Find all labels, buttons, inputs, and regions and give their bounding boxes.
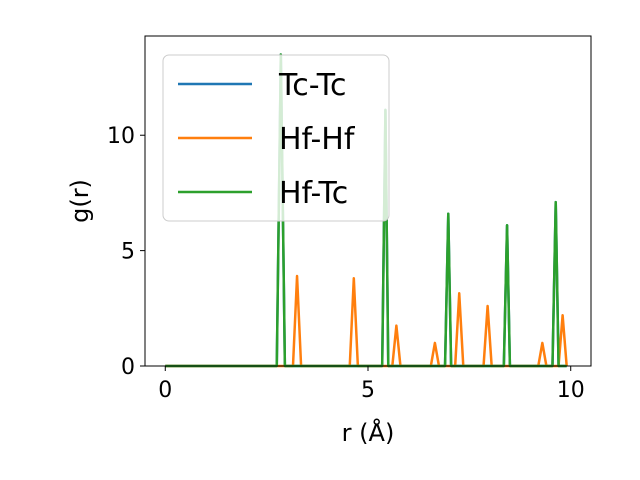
legend-label-2: Hf-Tc [279, 176, 348, 211]
series-line-2 [165, 53, 567, 368]
y-tick-label-2: 10 [107, 124, 135, 149]
legend-box [162, 54, 390, 222]
y-axis-ticks: 0 5 10 [107, 124, 145, 380]
y-tick-label-1: 5 [121, 240, 135, 265]
x-axis-ticks: 0 5 10 [158, 366, 585, 403]
y-tick-label-0: 0 [121, 355, 135, 380]
x-tick-label-1: 5 [361, 378, 375, 403]
legend-label-0: Tc-Tc [278, 68, 347, 103]
legend-label-1: Hf-Hf [279, 122, 356, 157]
x-axis-label: r (Å) [342, 418, 395, 447]
x-tick-label-2: 10 [557, 378, 585, 403]
x-tick-label-0: 0 [158, 378, 172, 403]
y-axis-label: g(r) [66, 179, 94, 223]
legend: Tc-Tc Hf-Hf Hf-Tc [162, 54, 390, 222]
